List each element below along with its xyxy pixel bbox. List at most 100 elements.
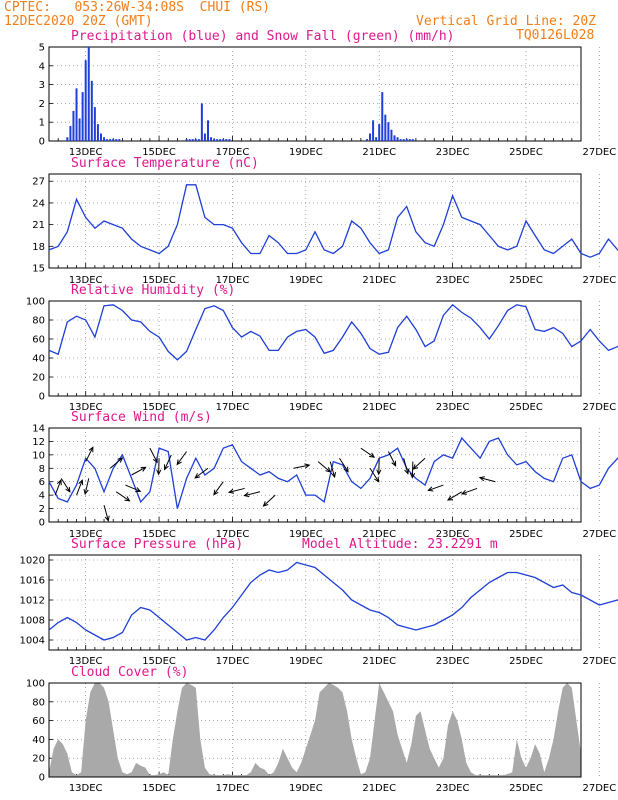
wind-arrow-head	[83, 488, 89, 496]
wind-arrow	[263, 494, 276, 507]
wind-arrow-head	[243, 492, 250, 498]
precip-bar	[99, 133, 102, 141]
x-tick-label: 21DEC	[362, 783, 396, 794]
wind-arrow-head	[376, 469, 382, 476]
precip-bar	[188, 139, 191, 141]
wind-arrow	[329, 461, 336, 478]
x-tick-label: 17DEC	[216, 402, 250, 413]
precip-bar	[106, 139, 109, 141]
precip-bar	[372, 120, 375, 141]
wind-arrow	[125, 484, 141, 492]
wind-arrow-head	[427, 486, 434, 492]
precip-bar	[411, 139, 414, 141]
panel-3	[48, 427, 618, 523]
y-tick-label: 3	[39, 80, 45, 91]
panel-0	[48, 46, 600, 142]
y-tick-label: 6	[39, 477, 45, 488]
x-tick-label: 23DEC	[436, 402, 470, 413]
precip-bar	[390, 129, 393, 141]
series-line	[48, 436, 618, 509]
y-tick-label: 8	[39, 464, 45, 475]
y-tick-label: 2	[39, 99, 45, 110]
x-tick-label: 15DEC	[142, 402, 176, 413]
precip-bar	[396, 137, 399, 141]
x-tick-label: 13DEC	[69, 783, 103, 794]
plot-frame	[48, 173, 582, 269]
precip-bar	[78, 118, 81, 141]
cloud-area	[49, 683, 581, 777]
y-tick-label: 0	[39, 137, 45, 148]
wind-arrow-head	[117, 457, 124, 463]
precip-bar	[381, 92, 384, 141]
wind-arrow-head	[164, 464, 169, 471]
wind-arrow-head	[262, 501, 269, 507]
wind-arrow	[387, 451, 397, 466]
x-tick-label: 19DEC	[289, 147, 323, 158]
x-tick-label: 19DEC	[289, 275, 323, 286]
wind-arrow	[229, 487, 245, 493]
wind-arrow-head	[156, 469, 162, 476]
wind-arrow-head	[478, 476, 485, 482]
x-tick-label: 17DEC	[216, 529, 250, 540]
y-tick-label: 14	[32, 424, 45, 435]
x-tick-label: 27DEC	[582, 275, 616, 286]
plot-frame-top	[48, 682, 582, 778]
x-tick-label: 19DEC	[289, 783, 323, 794]
precip-bar	[194, 139, 197, 141]
x-tick-label: 27DEC	[582, 529, 616, 540]
y-tick-label: 2	[39, 504, 45, 515]
x-tick-label: 21DEC	[362, 656, 396, 667]
plot-frame	[48, 554, 582, 651]
x-tick-label: 17DEC	[216, 147, 250, 158]
precip-bar	[90, 80, 93, 141]
precip-bar	[109, 139, 112, 141]
x-tick-label: 23DEC	[436, 529, 470, 540]
y-tick-label: 40	[32, 354, 45, 365]
wind-arrow	[428, 484, 444, 491]
x-tick-label: 27DEC	[582, 402, 616, 413]
wind-arrow-head	[65, 486, 71, 493]
wind-arrow-head	[343, 466, 349, 473]
y-tick-label: 20	[32, 373, 45, 384]
y-tick-label: 21	[32, 220, 45, 231]
x-tick-label: 13DEC	[69, 147, 103, 158]
wind-arrow	[84, 478, 90, 495]
x-tick-label: 15DEC	[142, 275, 176, 286]
wind-arrow	[54, 480, 62, 496]
x-tick-label: 13DEC	[69, 656, 103, 667]
precip-bar	[206, 120, 209, 141]
model-code-label: TQ0126L028	[516, 28, 595, 43]
precip-bar	[222, 139, 225, 141]
precip-bar	[69, 125, 72, 141]
wind-arrow-head	[104, 515, 110, 522]
y-tick-label: 100	[26, 297, 45, 308]
precip-bar	[185, 139, 188, 141]
x-tick-label: 23DEC	[436, 275, 470, 286]
x-tick-label: 19DEC	[289, 529, 323, 540]
x-tick-label: 21DEC	[362, 402, 396, 413]
precip-bar	[84, 60, 87, 141]
series-line	[48, 184, 618, 258]
wind-arrow	[317, 461, 331, 473]
x-tick-label: 17DEC	[216, 783, 250, 794]
x-tick-label: 21DEC	[362, 529, 396, 540]
panel-4	[48, 554, 618, 651]
panel-5	[48, 682, 600, 778]
y-tick-label: 10	[32, 450, 45, 461]
y-tick-label: 1012	[20, 596, 45, 607]
precip-bar	[72, 110, 75, 141]
precip-bar	[200, 103, 203, 141]
wind-arrow	[461, 487, 478, 495]
precip-bar	[87, 47, 90, 141]
wind-arrow-head	[140, 466, 147, 472]
y-tick-label: 18	[32, 242, 45, 253]
x-tick-label: 25DEC	[509, 656, 543, 667]
x-tick-label: 27DEC	[582, 656, 616, 667]
precip-bar	[96, 124, 99, 141]
x-tick-label: 25DEC	[509, 783, 543, 794]
wind-arrow-head	[194, 473, 201, 479]
precip-bar	[384, 114, 387, 141]
precip-bar	[219, 139, 222, 141]
precip-bar	[375, 137, 378, 141]
x-tick-label: 13DEC	[69, 275, 103, 286]
